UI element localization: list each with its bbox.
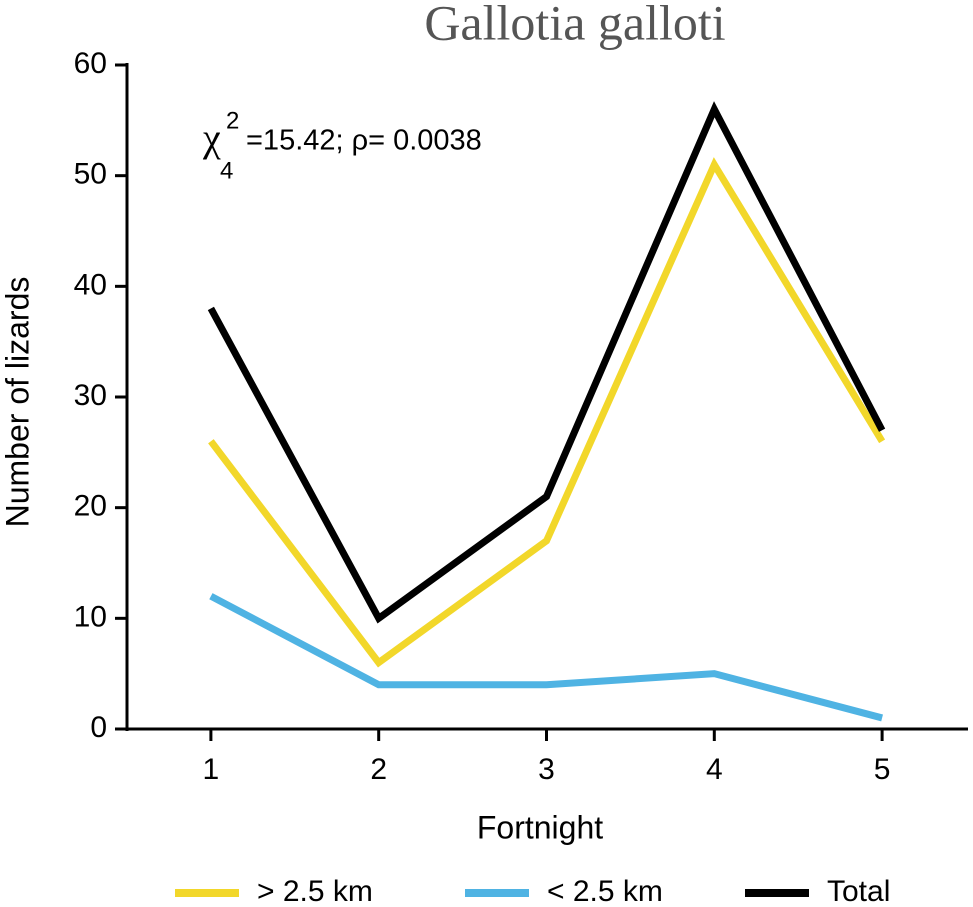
- y-tick-label: 50: [74, 158, 107, 191]
- legend-label: < 2.5 km: [547, 875, 663, 907]
- series-line: [209, 593, 883, 722]
- x-tick-label: 5: [874, 753, 891, 786]
- y-tick-label: 0: [90, 711, 107, 744]
- chart-title: Gallotia galloti: [424, 0, 725, 50]
- y-tick-label: 60: [74, 47, 107, 80]
- y-tick-label: 40: [74, 268, 107, 301]
- annotation: χ 2 4 =15.42; ρ= 0.0038: [202, 107, 482, 184]
- annotation-subscript: 4: [220, 157, 233, 184]
- legend-label: > 2.5 km: [257, 875, 373, 907]
- annotation-text: =15.42; ρ= 0.0038: [246, 125, 482, 157]
- legend-label: Total: [827, 875, 890, 907]
- annotation-symbol: χ: [202, 115, 221, 160]
- x-tick-label: 3: [538, 753, 555, 786]
- x-axis-label: Fortnight: [477, 809, 603, 845]
- y-tick-label: 10: [74, 600, 107, 633]
- annotation-superscript: 2: [226, 107, 239, 134]
- x-tick-label: 2: [370, 753, 387, 786]
- y-tick-label: 20: [74, 490, 107, 523]
- x-tick-label: 4: [706, 753, 723, 786]
- series-line: [208, 157, 886, 668]
- y-axis-label: Number of lizards: [0, 277, 35, 528]
- y-tick-label: 30: [74, 379, 107, 412]
- x-tick-label: 1: [203, 753, 220, 786]
- series-line: [207, 101, 886, 624]
